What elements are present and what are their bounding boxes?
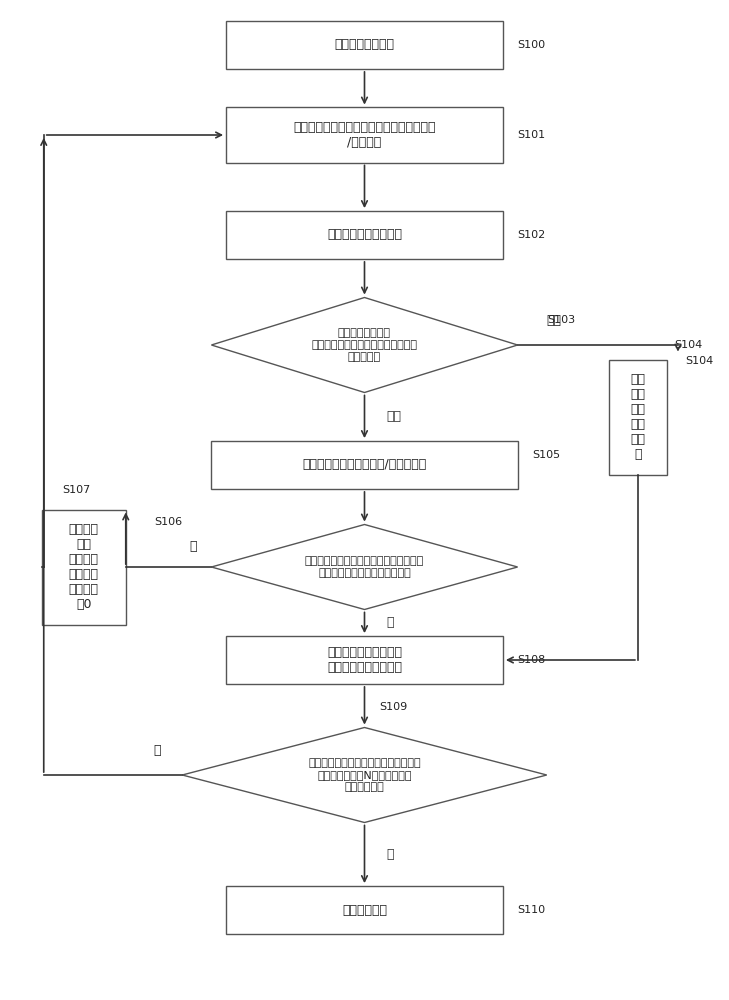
Text: 否: 否 [153,744,160,756]
Text: S102: S102 [518,230,546,240]
Text: S101: S101 [518,130,546,140]
Text: S100: S100 [518,40,546,50]
Text: S109: S109 [379,702,408,712]
Text: S104: S104 [674,340,703,350]
Text: S110: S110 [518,905,546,915]
Polygon shape [211,524,518,609]
Text: 是: 是 [386,616,394,629]
Text: 小于: 小于 [386,410,401,423]
Text: S108: S108 [518,655,546,665]
FancyBboxPatch shape [42,510,126,624]
Text: 判断连续为第一等级帧或第二等级帧的
帧数量是否大于N且当前帧是否
为第一等级帧: 判断连续为第一等级帧或第二等级帧的 帧数量是否大于N且当前帧是否 为第一等级帧 [308,758,421,792]
FancyBboxPatch shape [226,636,503,684]
FancyBboxPatch shape [226,21,503,69]
Text: S107: S107 [63,485,90,495]
Text: 大于: 大于 [547,314,562,326]
Text: S105: S105 [532,450,561,460]
Polygon shape [211,298,518,392]
Text: 根据第二短时能量阈值或过零率阈值确认
是否将所述前帧记为第二等级帧: 根据第二短时能量阈值或过零率阈值确认 是否将所述前帧记为第二等级帧 [305,556,424,578]
Text: 计录连续为第一等级帧
或第二等级帧的帧数量: 计录连续为第一等级帧 或第二等级帧的帧数量 [327,646,402,674]
Text: 连续为第
一或
第二等级
帧的帧数
量初始化
为0: 连续为第 一或 第二等级 帧的帧数 量初始化 为0 [69,523,99,611]
Text: S103: S103 [547,315,575,325]
Text: 计算采集的音频信号的每一帧的短时能量和
/或过零率: 计算采集的音频信号的每一帧的短时能量和 /或过零率 [293,121,436,149]
FancyBboxPatch shape [226,211,503,259]
Text: 获取第一短时能量阈值: 获取第一短时能量阈值 [327,229,402,241]
Text: 获取第二短时能量阈值和/或过零率阈: 获取第二短时能量阈值和/或过零率阈 [303,458,426,472]
Polygon shape [182,728,547,822]
Text: 依次比较音频信号
的每一帧的短时能量与第一短时能量
阈值的大小: 依次比较音频信号 的每一帧的短时能量与第一短时能量 阈值的大小 [311,328,418,362]
Text: S106: S106 [154,517,182,527]
FancyBboxPatch shape [609,360,667,475]
Text: 否: 否 [190,540,197,554]
Text: 是: 是 [386,848,394,861]
Text: 实时采集音频信号: 实时采集音频信号 [335,38,394,51]
FancyBboxPatch shape [226,107,503,162]
Text: 判断声音异常: 判断声音异常 [342,904,387,916]
FancyBboxPatch shape [226,886,503,934]
Text: 将当
前帧
记为
第一
等级
帧: 将当 前帧 记为 第一 等级 帧 [631,373,645,461]
Text: S104: S104 [685,356,714,366]
FancyBboxPatch shape [211,441,518,489]
